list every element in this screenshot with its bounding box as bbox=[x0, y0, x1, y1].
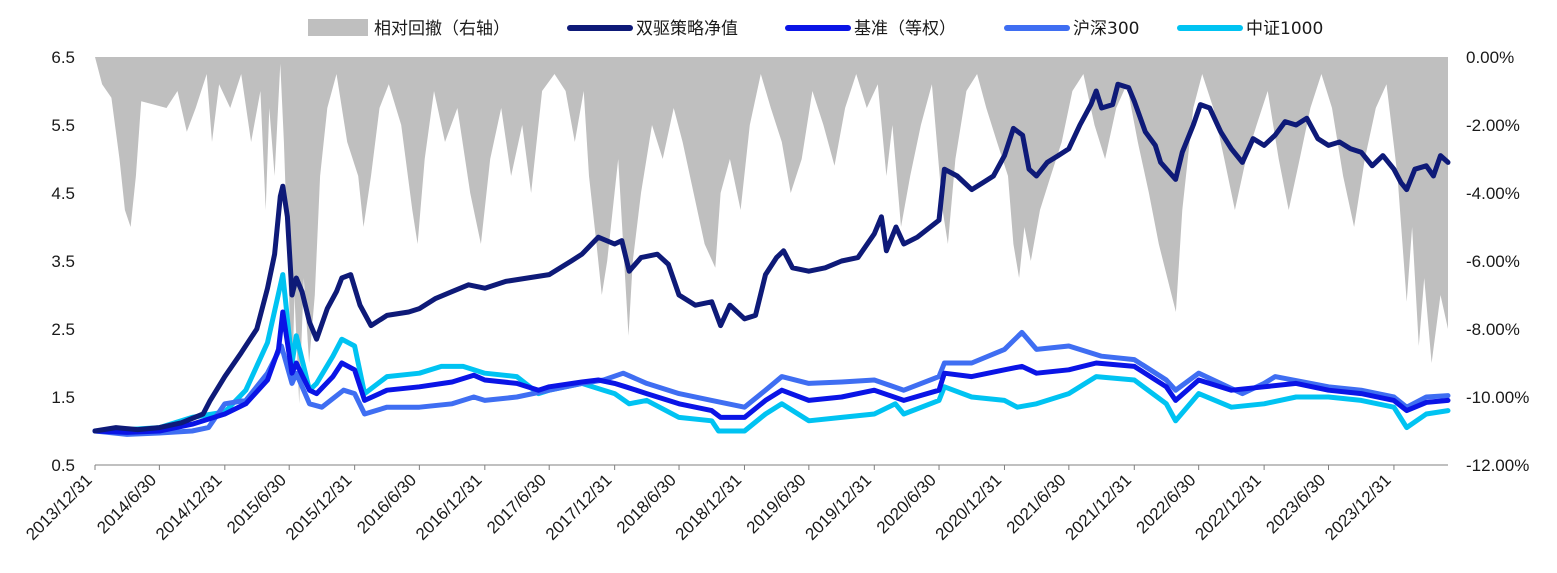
benchmark-line bbox=[92, 309, 1451, 435]
y-right-tick-label: -12.00% bbox=[1466, 456, 1529, 475]
plot-area bbox=[92, 57, 1451, 437]
chart-legend: 相对回撤（右轴） 双驱策略净值 基准（等权） 沪深300 中证1000 bbox=[308, 19, 1323, 39]
drawdown-area bbox=[95, 57, 1448, 404]
x-tick-label: 2020/6/30 bbox=[873, 470, 940, 537]
y-left-tick-label: 3.5 bbox=[51, 252, 75, 271]
x-tick-label: 2016/6/30 bbox=[353, 470, 420, 537]
y-axis-right-ticks: 0.00% -2.00% -4.00% -6.00% -8.00% -10.00% -12.… bbox=[1466, 48, 1529, 475]
legend-label: 双驱策略净值 bbox=[636, 19, 738, 39]
y-left-tick-label: 0.5 bbox=[51, 456, 75, 475]
x-tick-label: 2023/6/30 bbox=[1262, 470, 1329, 537]
csi300-line bbox=[92, 329, 1451, 437]
y-left-tick-label: 4.5 bbox=[51, 184, 75, 203]
y-right-tick-label: -10.00% bbox=[1466, 388, 1529, 407]
x-tick-label: 2022/12/31 bbox=[1191, 470, 1265, 544]
x-axis-ticks: 2013/12/312014/6/302014/12/312015/6/3020… bbox=[22, 465, 1395, 544]
x-tick-label: 2019/12/31 bbox=[802, 470, 876, 544]
legend-label: 基准（等权） bbox=[854, 19, 956, 39]
x-tick-label: 2023/12/31 bbox=[1321, 470, 1395, 544]
x-tick-label: 2018/6/30 bbox=[613, 470, 680, 537]
legend-swatch bbox=[308, 19, 368, 36]
x-tick-label: 2018/12/31 bbox=[672, 470, 746, 544]
drawdown-area-layer bbox=[95, 57, 1448, 404]
x-tick-label: 2016/12/31 bbox=[412, 470, 486, 544]
x-tick-label: 2021/6/30 bbox=[1003, 470, 1070, 537]
x-tick-label: 2017/12/31 bbox=[542, 470, 616, 544]
legend-label: 中证1000 bbox=[1246, 19, 1323, 39]
x-tick-label: 2014/12/31 bbox=[152, 470, 226, 544]
legend-label: 相对回撤（右轴） bbox=[374, 19, 510, 39]
x-tick-label: 2015/6/30 bbox=[223, 470, 290, 537]
y-right-tick-label: -6.00% bbox=[1466, 252, 1520, 271]
y-axis-left-ticks: 0.5 1.5 2.5 3.5 4.5 5.5 6.5 bbox=[51, 48, 75, 475]
x-tick-label: 2022/6/30 bbox=[1133, 470, 1200, 537]
x-tick-label: 2021/12/31 bbox=[1062, 470, 1136, 544]
series-line-layer bbox=[92, 81, 1451, 437]
y-right-tick-label: -4.00% bbox=[1466, 184, 1520, 203]
y-right-tick-label: 0.00% bbox=[1466, 48, 1514, 67]
y-left-tick-label: 5.5 bbox=[51, 116, 75, 135]
y-left-tick-label: 1.5 bbox=[51, 388, 75, 407]
y-right-tick-label: -8.00% bbox=[1466, 320, 1520, 339]
x-tick-label: 2020/12/31 bbox=[932, 470, 1006, 544]
x-tick-label: 2015/12/31 bbox=[282, 470, 356, 544]
y-left-tick-label: 6.5 bbox=[51, 48, 75, 67]
legend-label: 沪深300 bbox=[1073, 19, 1139, 39]
y-left-tick-label: 2.5 bbox=[51, 320, 75, 339]
x-tick-label: 2019/6/30 bbox=[743, 470, 810, 537]
x-tick-label: 2014/6/30 bbox=[93, 470, 160, 537]
x-tick-label: 2013/12/31 bbox=[22, 470, 96, 544]
y-right-tick-label: -2.00% bbox=[1466, 116, 1520, 135]
strategy-nav-line bbox=[92, 81, 1451, 434]
x-tick-label: 2017/6/30 bbox=[483, 470, 550, 537]
